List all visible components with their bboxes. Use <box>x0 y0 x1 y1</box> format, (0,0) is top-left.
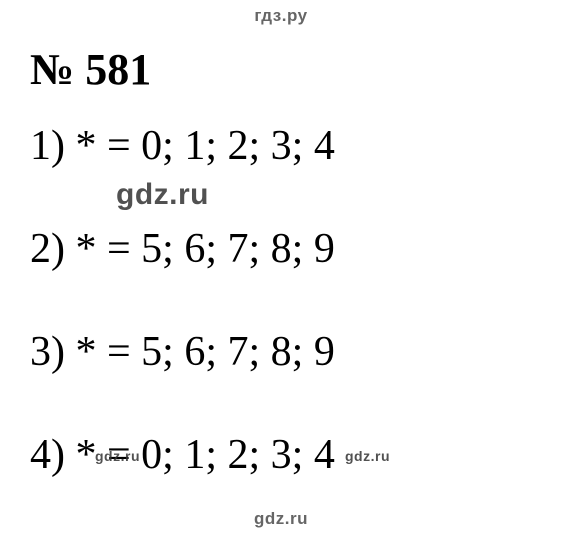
watermark-overlay-line4-b: gdz.ru <box>345 448 390 464</box>
watermark-overlay-line4-a: gdz.ru <box>95 448 140 464</box>
watermark-overlay-1: gdz.ru <box>116 178 209 212</box>
answer-line-1: 1) * = 0; 1; 2; 3; 4 <box>30 122 335 170</box>
problem-number-title: № 581 <box>30 44 151 95</box>
answer-line-3: 3) * = 5; 6; 7; 8; 9 <box>30 328 335 376</box>
footer-watermark: gdz.ru <box>0 509 562 529</box>
header-watermark: гдз.ру <box>0 6 562 26</box>
page-container: гдз.ру № 581 1) * = 0; 1; 2; 3; 4 gdz.ru… <box>0 0 562 537</box>
answer-line-4: 4) * = 0; 1; 2; 3; 4 <box>30 431 335 479</box>
answer-line-2: 2) * = 5; 6; 7; 8; 9 <box>30 225 335 273</box>
